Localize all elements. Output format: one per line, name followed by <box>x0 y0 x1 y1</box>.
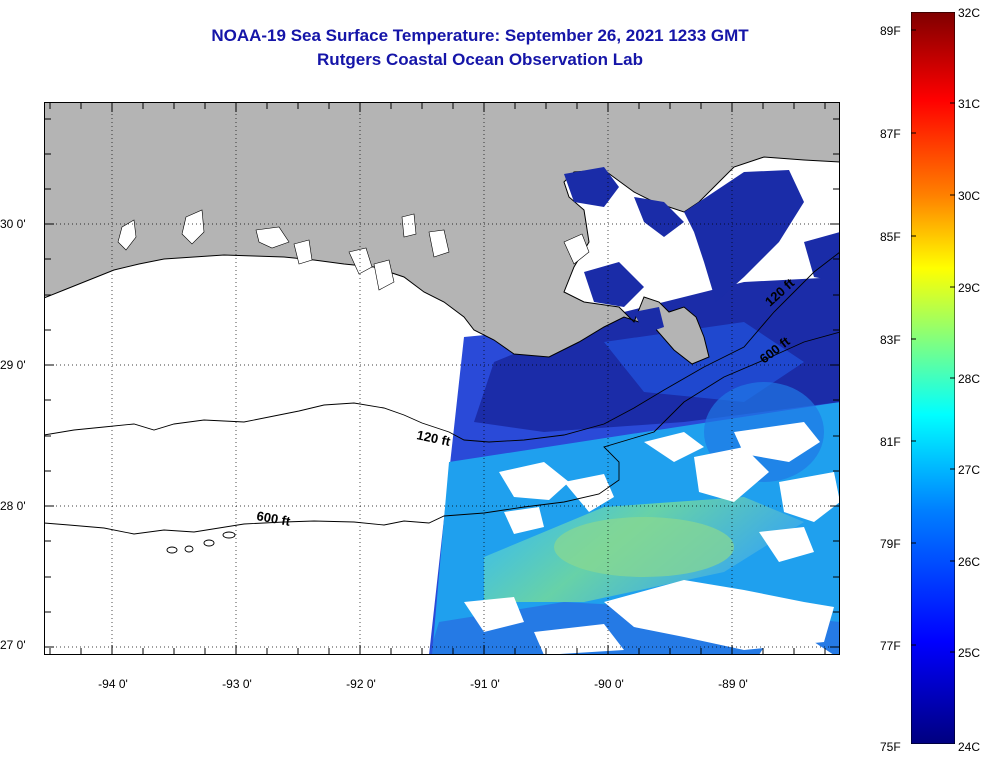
lon-label-90: -90 0' <box>594 677 624 691</box>
lon-label-92: -92 0' <box>346 677 376 691</box>
colorbar-f-label-77: 77F <box>880 639 901 653</box>
colorbar-c-label-30: 30C <box>958 189 981 203</box>
lon-label-89: -89 0' <box>718 677 748 691</box>
colorbar-f-label-83: 83F <box>880 333 901 347</box>
colorbar-c-label-28: 28C <box>958 372 981 386</box>
colorbar-f-label-89: 89F <box>880 24 901 38</box>
bathymetry-contours <box>44 251 840 554</box>
colorbar-c-label-31: 31C <box>958 97 981 111</box>
frame-ticks <box>44 102 840 655</box>
contour-600ft <box>44 331 840 535</box>
colorbar-f-label-81: 81F <box>880 435 901 449</box>
colorbar-f-label-75: 75F <box>880 740 901 754</box>
map-title: NOAA-19 Sea Surface Temperature: Septemb… <box>211 26 749 45</box>
sst-map: 120 ft 600 ft 120 ft 600 ft <box>44 102 840 655</box>
contour-label-west-120: 120 ft <box>415 427 452 449</box>
colorbar-f-label-85: 85F <box>880 230 901 244</box>
colorbar-c-label-24: 24C <box>958 740 981 754</box>
contour-label-west-600: 600 ft <box>255 508 292 529</box>
colorbar-f-label-87: 87F <box>880 127 901 141</box>
colorbar-c-label-32: 32C <box>958 6 981 20</box>
temperature-colorbar <box>911 12 955 744</box>
colorbar-c-label-25: 25C <box>958 646 981 660</box>
lat-label-28: 28 0' <box>0 499 26 513</box>
grid-lines <box>44 102 840 655</box>
colorbar-c-label-27: 27C <box>958 463 981 477</box>
lat-label-27: 27 0' <box>0 638 26 652</box>
lon-label-94: -94 0' <box>98 677 128 691</box>
cloud-mask <box>464 422 840 655</box>
colorbar-c-label-26: 26C <box>958 555 981 569</box>
lon-label-91: -91 0' <box>470 677 500 691</box>
colorbar-f-label-79: 79F <box>880 537 901 551</box>
lat-label-29: 29 0' <box>0 358 26 372</box>
lon-label-93: -93 0' <box>222 677 252 691</box>
lat-label-30: 30 0' <box>0 217 26 231</box>
map-frame <box>44 102 840 655</box>
map-subtitle: Rutgers Coastal Ocean Observation Lab <box>317 50 643 69</box>
colorbar-c-label-29: 29C <box>958 281 981 295</box>
contour-120ft <box>44 251 840 443</box>
marsh-water <box>564 167 840 334</box>
inland-lakes <box>117 209 590 291</box>
